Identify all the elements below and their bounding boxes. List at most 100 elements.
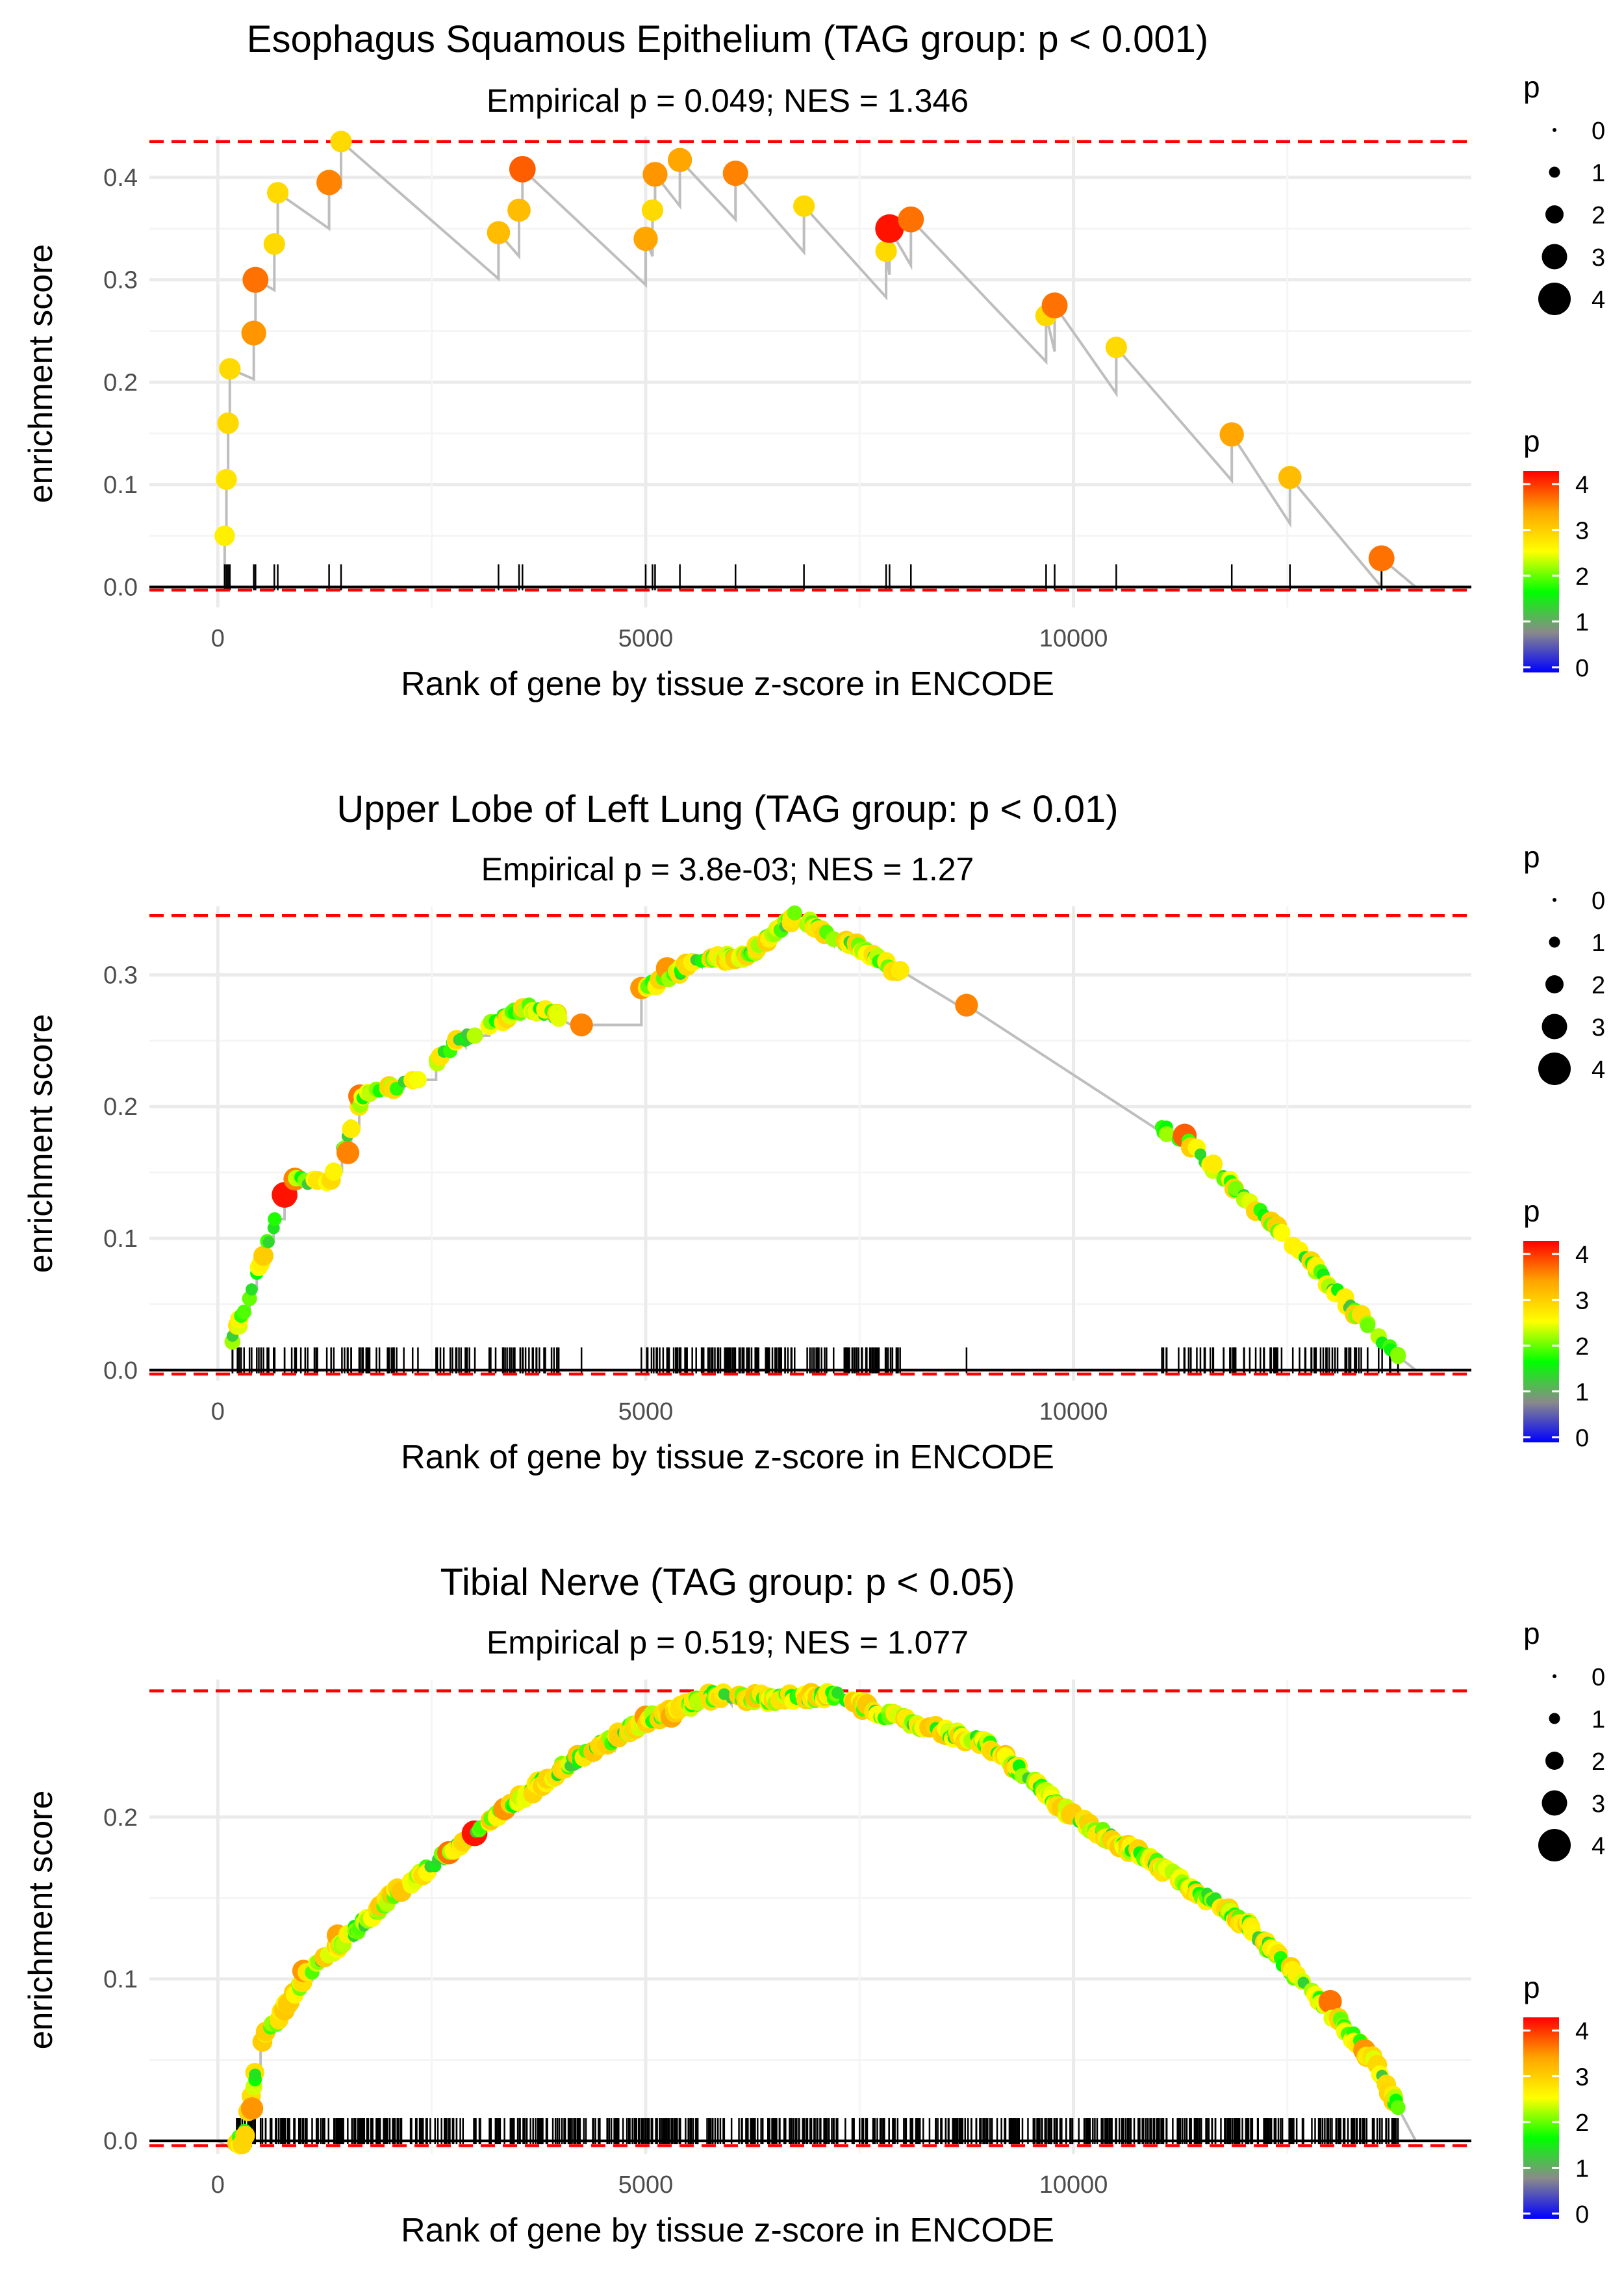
panel-2-size-legend-key <box>1553 898 1556 902</box>
panel-1-xtick-label: 0 <box>211 625 225 652</box>
panel-3-title: Tibial Nerve (TAG group: p < 0.05) <box>440 1561 1015 1603</box>
panel-2-ylabel: enrichment score <box>22 1014 60 1273</box>
panel-3-color-legend-label: 2 <box>1575 2110 1589 2137</box>
panel-3-ylabel: enrichment score <box>22 1791 60 2050</box>
panel-1-color-legend-bar <box>1523 471 1559 672</box>
panel-2-hit-point <box>262 1236 275 1248</box>
panel-1-hit-point <box>633 226 658 251</box>
panel-3-size-legend-label: 1 <box>1592 1706 1605 1733</box>
panel-1-color-legend-title: p <box>1523 424 1540 458</box>
panel-2-hit-point <box>342 1119 361 1138</box>
panel-1-hit-point <box>641 199 664 222</box>
panel-2-hit-point <box>466 1027 483 1044</box>
panel-1-color-legend-label: 0 <box>1575 655 1589 682</box>
panel-2-ytick-label: 0.3 <box>103 962 138 989</box>
panel-3-color-legend-label: 3 <box>1575 2064 1589 2091</box>
panel-2-color-legend-title: p <box>1523 1194 1540 1228</box>
panel-1-color-legend-label: 3 <box>1575 518 1589 545</box>
panel-3-color-legend-label: 1 <box>1575 2156 1589 2183</box>
panel-3-color-legend-label: 4 <box>1575 2018 1589 2045</box>
panel-2-xtick-label: 0 <box>211 1398 225 1425</box>
panel-2-size-legend-key <box>1545 975 1564 993</box>
panel-2-hit-point <box>324 1162 343 1181</box>
panel-1-hit-point <box>1278 465 1302 489</box>
panel-2-hit-point <box>570 1013 593 1037</box>
panel-1-hit-point <box>219 358 241 380</box>
panel-3-xtick-label: 10000 <box>1039 2171 1108 2199</box>
panel-1-hit-point <box>330 131 352 153</box>
panel-3-color-legend-bar <box>1523 2017 1559 2219</box>
panel-3-xtick-label: 0 <box>211 2171 225 2199</box>
panel-1-ytick-label: 0.0 <box>103 574 138 601</box>
panel-1-hit-point <box>667 147 692 172</box>
panel-1-ytick-label: 0.4 <box>103 164 138 192</box>
panel-1-hit-point <box>266 182 289 204</box>
panel-3-size-legend-label: 0 <box>1592 1664 1605 1691</box>
panel-2-hit-point <box>787 905 802 921</box>
panel-3-subtitle: Empirical p = 0.519; NES = 1.077 <box>487 1624 969 1661</box>
panel-2-size-legend-label: 3 <box>1592 1014 1605 1041</box>
panel-1-hit-point <box>507 198 531 222</box>
panel-2-title: Upper Lobe of Left Lung (TAG group: p < … <box>336 788 1118 830</box>
panel-3-hit-point <box>1318 1989 1342 2013</box>
panel-2-size-legend-label: 2 <box>1592 972 1605 999</box>
panel-2-color-legend-bar <box>1523 1241 1559 1442</box>
panel-2-color-legend-label: 0 <box>1575 1425 1589 1452</box>
panel-1-hit-point <box>263 233 285 255</box>
panel-2-hit-point <box>336 1141 360 1164</box>
panel-1-hit-point <box>642 162 668 187</box>
panel-1-size-legend-label: 4 <box>1592 287 1605 314</box>
panel-1-hit-point <box>1105 337 1127 359</box>
panel-2-ytick-label: 0.0 <box>103 1357 138 1385</box>
panel-3-hit-point <box>831 1687 844 1699</box>
panel-2-ytick-label: 0.1 <box>103 1225 138 1253</box>
panel-1-size-legend-key <box>1553 128 1556 132</box>
panel-3-xtick-label: 5000 <box>618 2171 674 2199</box>
panel-3-size-legend-key <box>1549 1713 1560 1724</box>
panel-1-hit-point <box>241 320 266 346</box>
panel-2-hit-point <box>246 1283 258 1296</box>
panel-2-hit-point <box>1390 1348 1406 1364</box>
panel-2-xtick-label: 10000 <box>1039 1398 1108 1425</box>
panel-2-hit-point <box>955 993 978 1017</box>
panel-3-color-legend-title: p <box>1523 1971 1540 2004</box>
panel-2-size-legend-key <box>1549 936 1560 948</box>
panel-1-hit-point <box>875 240 897 262</box>
panel-1: Esophagus Squamous Epithelium (TAG group… <box>22 18 1605 703</box>
panel-2-hit-point <box>891 961 910 980</box>
panel-1-hit-point <box>1368 545 1395 572</box>
panel-3-ytick-label: 0.2 <box>103 1804 138 1832</box>
panel-1-xtick-label: 5000 <box>618 625 674 652</box>
panel-2-size-legend-label: 0 <box>1592 888 1605 915</box>
panel-2-size-legend-label: 4 <box>1592 1056 1605 1084</box>
panel-3-size-legend-key <box>1538 1829 1571 1861</box>
panel-2-subtitle: Empirical p = 3.8e-03; NES = 1.27 <box>481 851 974 888</box>
panel-1-size-legend-label: 0 <box>1592 118 1605 145</box>
panel-1-color-legend-label: 4 <box>1575 472 1589 499</box>
panel-3-hit-point <box>235 2125 255 2146</box>
panel-3-size-legend-label: 3 <box>1592 1791 1605 1818</box>
panel-1-ytick-label: 0.2 <box>103 369 138 396</box>
panel-3-xlabel: Rank of gene by tissue z-score in ENCODE <box>401 2212 1054 2249</box>
panel-1-hit-point <box>1041 292 1068 319</box>
panel-2-hit-point <box>1273 1223 1291 1242</box>
panel-3-ytick-label: 0.1 <box>103 1966 138 1993</box>
panel-1-hit-point <box>509 156 536 183</box>
panel-2-ytick-label: 0.2 <box>103 1093 138 1121</box>
panel-1-hit-point <box>216 468 237 491</box>
panel-1-size-legend-key <box>1545 205 1564 224</box>
panel-1-color-legend-label: 1 <box>1575 609 1589 637</box>
panel-1-size-legend-title: p <box>1523 70 1540 104</box>
panel-2: Upper Lobe of Left Lung (TAG group: p < … <box>22 788 1605 1476</box>
panel-3-size-legend-key <box>1553 1674 1556 1678</box>
panel-1-hit-point <box>722 160 748 186</box>
panel-2-size-legend-key <box>1538 1053 1571 1085</box>
panel-3-ytick-label: 0.0 <box>103 2128 138 2155</box>
panel-1-hit-point <box>214 525 235 546</box>
panel-3-size-legend-key <box>1545 1752 1564 1770</box>
panel-1-size-legend-label: 3 <box>1592 244 1605 272</box>
panel-2-hit-point <box>409 1071 427 1089</box>
panel-3: Tibial Nerve (TAG group: p < 0.05) Empir… <box>22 1561 1605 2249</box>
